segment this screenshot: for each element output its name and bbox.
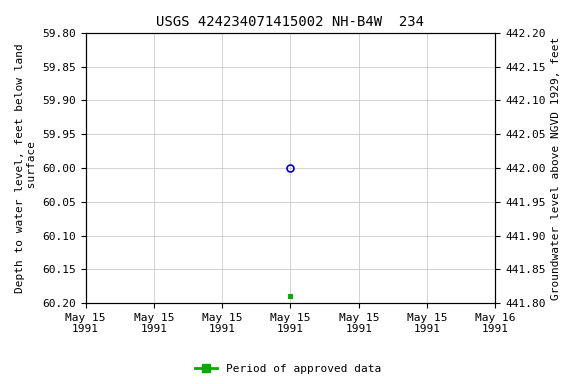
Title: USGS 424234071415002 NH-B4W  234: USGS 424234071415002 NH-B4W 234: [157, 15, 425, 29]
Legend: Period of approved data: Period of approved data: [191, 359, 385, 379]
Y-axis label: Groundwater level above NGVD 1929, feet: Groundwater level above NGVD 1929, feet: [551, 36, 561, 300]
Y-axis label: Depth to water level, feet below land
 surface: Depth to water level, feet below land su…: [15, 43, 37, 293]
